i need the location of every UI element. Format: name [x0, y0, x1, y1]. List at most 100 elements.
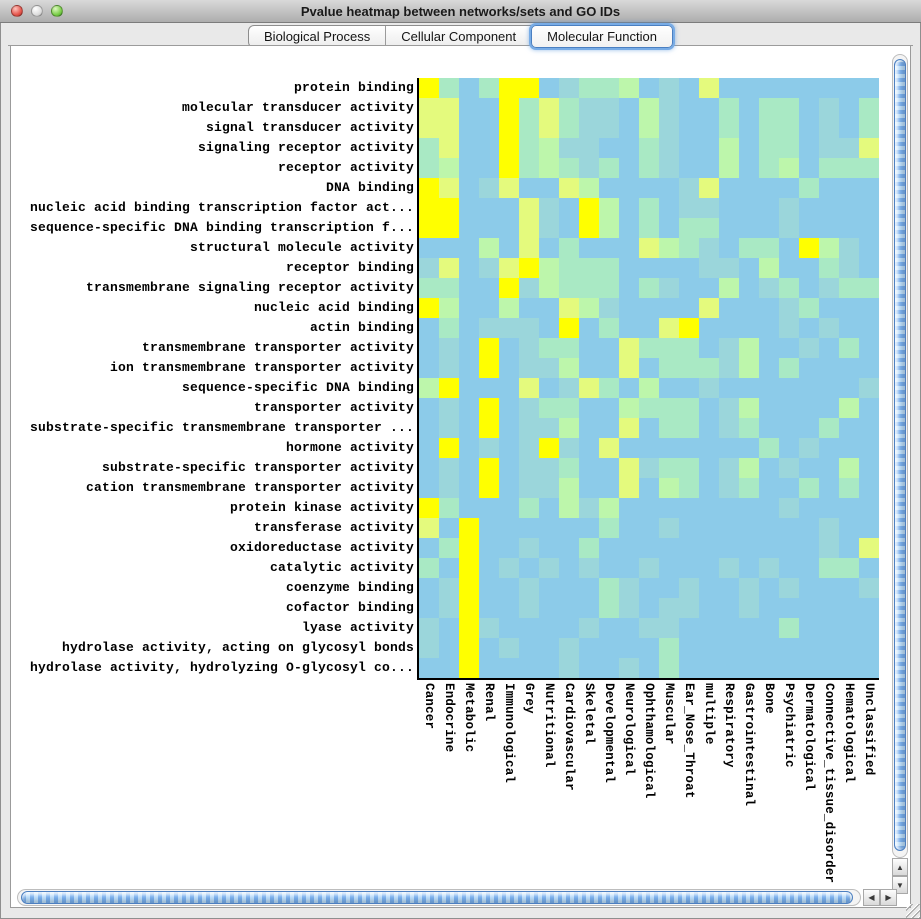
column-label: Skeletal [582, 683, 596, 745]
heatmap-cell [739, 78, 759, 98]
heatmap-cell [739, 638, 759, 658]
heatmap-cell [499, 258, 519, 278]
heatmap-cell [719, 358, 739, 378]
heatmap-cell [699, 618, 719, 638]
heatmap-cell [579, 238, 599, 258]
heatmap-cell [559, 478, 579, 498]
heatmap-cell [639, 618, 659, 638]
heatmap-cell [459, 498, 479, 518]
heatmap-cell [579, 198, 599, 218]
heatmap-cell [459, 618, 479, 638]
column-label: Metabolic [462, 683, 476, 753]
heatmap-cell [599, 278, 619, 298]
heatmap-cell [819, 418, 839, 438]
heatmap-cell [499, 458, 519, 478]
vertical-scrollbar-thumb[interactable] [894, 59, 906, 851]
heatmap-cell [819, 398, 839, 418]
tab-cellular-component[interactable]: Cellular Component [386, 26, 533, 47]
heatmap-cell [699, 598, 719, 618]
heatmap-cell [839, 298, 859, 318]
heatmap-cell [859, 538, 879, 558]
heatmap-cell [859, 478, 879, 498]
heatmap-cell [819, 458, 839, 478]
heatmap-cell [419, 158, 439, 178]
heatmap-cell [479, 598, 499, 618]
heatmap-cell [479, 638, 499, 658]
heatmap-cell [659, 418, 679, 438]
heatmap-cell [519, 538, 539, 558]
row-label: hydrolase activity, hydrolyzing O-glycos… [29, 660, 414, 675]
heatmap-cell [679, 218, 699, 238]
heatmap-cell [859, 198, 879, 218]
scroll-up-button[interactable]: ▲ [892, 858, 908, 876]
column-label: Muscular [662, 683, 676, 745]
heatmap-cell [799, 618, 819, 638]
heatmap-cell [699, 378, 719, 398]
heatmap-cell [459, 218, 479, 238]
scroll-left-button[interactable]: ◀ [863, 889, 880, 906]
horizontal-scrollbar-thumb[interactable] [21, 891, 853, 904]
heatmap-cell [819, 138, 839, 158]
heatmap-cell [619, 398, 639, 418]
heatmap-cell [739, 578, 759, 598]
heatmap-cell [679, 98, 699, 118]
close-button[interactable] [11, 5, 23, 17]
heatmap-cell [599, 258, 619, 278]
heatmap-cell [719, 258, 739, 278]
heatmap-cell [659, 158, 679, 178]
heatmap-cell [539, 338, 559, 358]
heatmap-cell [499, 518, 519, 538]
vertical-scrollbar[interactable] [892, 54, 908, 858]
heatmap-cell [519, 218, 539, 238]
heatmap-cell [839, 458, 859, 478]
row-label: transmembrane signaling receptor activit… [85, 280, 414, 295]
heatmap-cell [839, 398, 859, 418]
heatmap-cell [539, 518, 559, 538]
tab-biological-process[interactable]: Biological Process [249, 26, 387, 47]
heatmap-cell [819, 98, 839, 118]
zoom-button[interactable] [51, 5, 63, 17]
heatmap-cell [579, 318, 599, 338]
heatmap-cell [799, 198, 819, 218]
scroll-right-button[interactable]: ▶ [880, 889, 897, 906]
heatmap-cell [739, 298, 759, 318]
heatmap-cell [719, 658, 739, 678]
heatmap-cell [499, 338, 519, 358]
heatmap-cell [499, 498, 519, 518]
heatmap-cell [579, 178, 599, 198]
column-label: multiple [702, 683, 716, 745]
horizontal-scrollbar[interactable] [17, 889, 861, 906]
resize-grip[interactable] [906, 904, 920, 918]
minimize-button[interactable] [31, 5, 43, 17]
heatmap-cell [759, 658, 779, 678]
heatmap-cell [419, 618, 439, 638]
column-label: Grey [522, 683, 536, 714]
window-controls [11, 5, 63, 17]
heatmap-cell [739, 98, 759, 118]
heatmap-cell [839, 418, 859, 438]
heatmap-cell [619, 178, 639, 198]
heatmap-cell [619, 198, 639, 218]
heatmap-cell [539, 598, 559, 618]
heatmap-cell [839, 118, 859, 138]
heatmap-cell [699, 138, 719, 158]
heatmap-cell [499, 218, 519, 238]
heatmap-cell [819, 238, 839, 258]
heatmap-cell [599, 98, 619, 118]
heatmap-cell [439, 158, 459, 178]
heatmap-cell [459, 118, 479, 138]
heatmap-cell [519, 598, 539, 618]
heatmap-cell [619, 258, 639, 278]
heatmap-cell [419, 258, 439, 278]
heatmap-cell [759, 298, 779, 318]
row-label: molecular transducer activity [181, 100, 414, 115]
heatmap-cell [819, 438, 839, 458]
tab-molecular-function[interactable]: Molecular Function [531, 25, 673, 48]
heatmap-cell [839, 178, 859, 198]
heatmap-cell [779, 98, 799, 118]
heatmap-cell [819, 578, 839, 598]
heatmap-cell [759, 178, 779, 198]
heatmap-cell [539, 658, 559, 678]
heatmap-cell [519, 398, 539, 418]
